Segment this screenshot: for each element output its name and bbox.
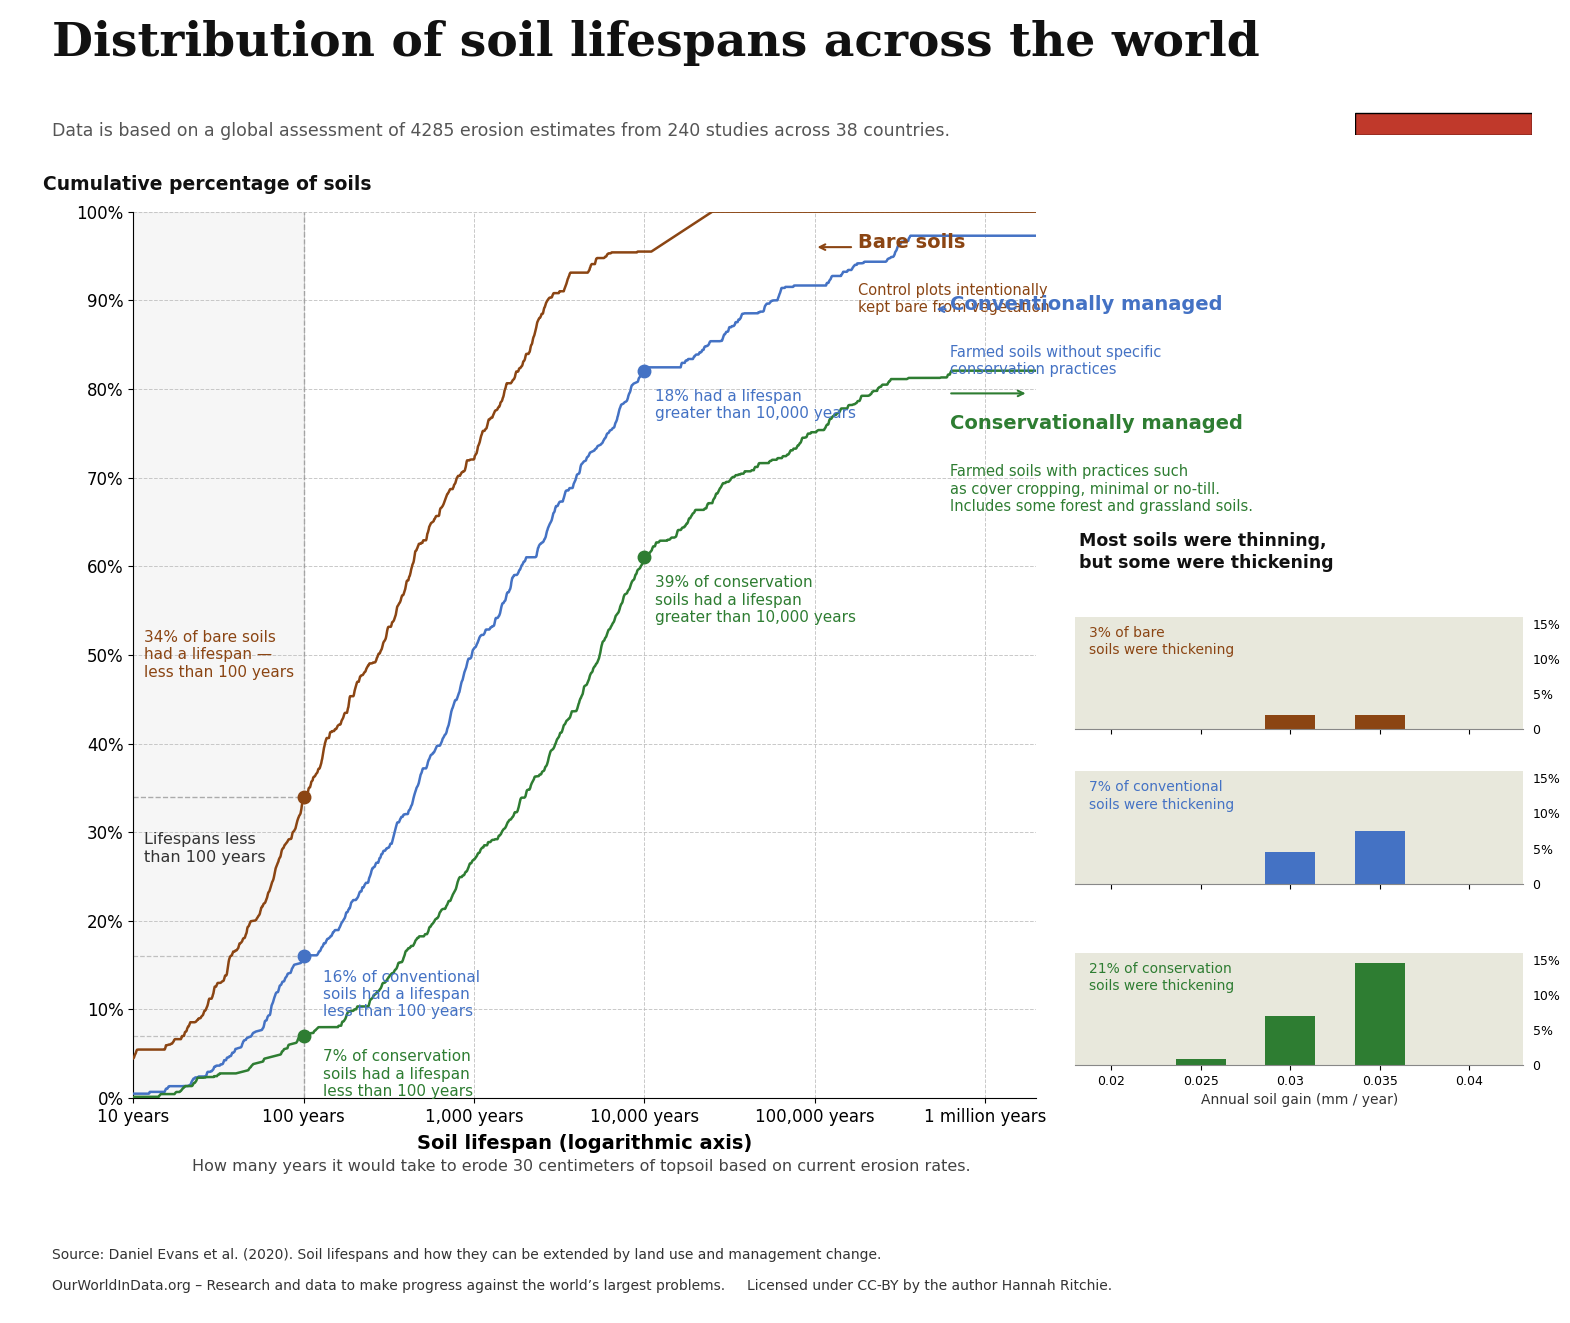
X-axis label: Soil lifespan (logarithmic axis): Soil lifespan (logarithmic axis) [418,1134,752,1154]
Bar [1355,714,1405,729]
Bar [133,212,303,1098]
Text: Control plots intentionally
kept bare from vegetation: Control plots intentionally kept bare fr… [859,283,1050,315]
Text: 7% of conventional
soils were thickening: 7% of conventional soils were thickening [1090,781,1234,811]
X-axis label: Annual soil gain (mm / year): Annual soil gain (mm / year) [1201,1093,1397,1107]
Bar [1355,963,1405,1065]
Text: 18% had a lifespan
greater than 10,000 years: 18% had a lifespan greater than 10,000 y… [655,389,856,421]
Text: 39% of conservation
soils had a lifespan
greater than 10,000 years: 39% of conservation soils had a lifespan… [655,576,856,624]
Bar [1265,852,1316,884]
Text: Conventionally managed: Conventionally managed [950,295,1221,314]
Text: Distribution of soil lifespans across the world: Distribution of soil lifespans across th… [52,20,1259,66]
Text: Source: Daniel Evans et al. (2020). Soil lifespans and how they can be extended : Source: Daniel Evans et al. (2020). Soil… [52,1249,881,1262]
Text: Our World
in Data: Our World in Data [1396,36,1492,75]
Text: Cumulative percentage of soils: Cumulative percentage of soils [44,175,372,194]
Bar [1265,714,1316,729]
Text: OurWorldInData.org – Research and data to make progress against the world’s larg: OurWorldInData.org – Research and data t… [52,1279,1112,1293]
Text: 34% of bare soils
had a lifespan —
less than 100 years: 34% of bare soils had a lifespan — less … [144,630,294,680]
Text: 21% of conservation
soils were thickening: 21% of conservation soils were thickenin… [1090,962,1234,992]
Text: Lifespans less
than 100 years: Lifespans less than 100 years [144,832,265,864]
Bar [1355,831,1405,884]
Text: Bare soils: Bare soils [859,233,966,251]
FancyBboxPatch shape [1355,112,1532,135]
Text: Farmed soils without specific
conservation practices: Farmed soils without specific conservati… [950,344,1160,377]
Text: Data is based on a global assessment of 4285 erosion estimates from 240 studies : Data is based on a global assessment of … [52,122,950,140]
Text: Most soils were thinning,
but some were thickening: Most soils were thinning, but some were … [1079,532,1333,573]
Text: 16% of conventional
soils had a lifespan
less than 100 years: 16% of conventional soils had a lifespan… [323,970,480,1019]
Bar [1265,1016,1316,1065]
Text: Conservationally managed: Conservationally managed [950,414,1242,434]
Text: How many years it would take to erode 30 centimeters of topsoil based on current: How many years it would take to erode 30… [192,1159,970,1174]
Text: 7% of conservation
soils had a lifespan
less than 100 years: 7% of conservation soils had a lifespan … [323,1049,473,1099]
Text: 3% of bare
soils were thickening: 3% of bare soils were thickening [1090,626,1234,656]
Text: Farmed soils with practices such
as cover cropping, minimal or no-till.
Includes: Farmed soils with practices such as cove… [950,464,1253,515]
Bar [1176,1060,1226,1065]
